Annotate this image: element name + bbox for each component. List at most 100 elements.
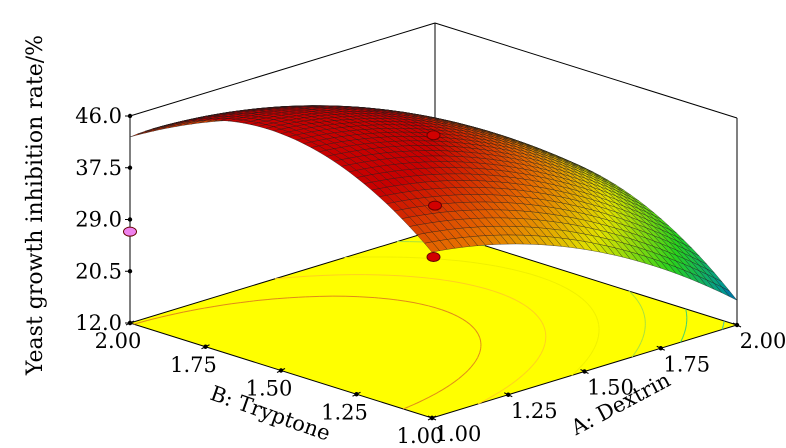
- contour-segment: [538, 317, 541, 320]
- contour-segment: [531, 363, 535, 367]
- contour-segment: [497, 292, 505, 296]
- contour-segment: [538, 276, 545, 280]
- response-surface: [129, 105, 738, 301]
- contour-segment: [632, 294, 635, 297]
- contour-segment: [587, 356, 590, 360]
- contour-segment: [461, 372, 466, 377]
- contour-segment: [435, 307, 442, 311]
- x-tick-dot: [734, 322, 740, 328]
- contour-segment: [450, 381, 455, 385]
- contour-segment: [490, 394, 495, 398]
- contour-segment: [721, 325, 724, 329]
- contour-segment: [597, 336, 599, 341]
- contour-segment: [685, 309, 687, 314]
- x-tick-label: 1.75: [663, 352, 710, 376]
- contour-segment: [277, 297, 288, 300]
- contour-segment: [458, 375, 463, 380]
- contour-segment: [468, 322, 471, 325]
- contour-segment: [514, 298, 520, 303]
- contour-segment: [592, 348, 595, 351]
- contour-segment: [640, 338, 644, 343]
- contour-segment: [587, 303, 591, 307]
- contour-segment: [472, 327, 476, 330]
- contour-segment: [405, 300, 415, 304]
- z-tick-dot: [127, 269, 133, 274]
- contour-segment: [206, 305, 215, 309]
- floor-contour-5: [721, 320, 725, 330]
- contour-segment: [533, 312, 538, 317]
- contour-segment: [635, 348, 639, 353]
- contour-segment: [231, 302, 241, 305]
- contour-segment: [544, 340, 547, 344]
- contour-segment: [438, 278, 445, 281]
- x-tick-dot: [506, 392, 511, 397]
- contour-segment: [542, 348, 544, 351]
- contour-segment: [486, 396, 492, 401]
- contour-segment: [637, 301, 641, 305]
- contour-segment: [503, 387, 507, 390]
- contour-segment: [590, 350, 594, 355]
- contour-segment: [529, 366, 532, 370]
- floor-contour-2: [344, 256, 600, 376]
- contour-segment: [474, 328, 477, 331]
- back-top-edge-left: [129, 22, 436, 117]
- contour-segment: [637, 300, 639, 303]
- contour-segment: [680, 338, 683, 343]
- contour-segment: [684, 328, 687, 333]
- contour-segment: [161, 315, 167, 318]
- contour-segment: [454, 378, 459, 383]
- contour-segment: [515, 378, 520, 382]
- contour-segment: [525, 272, 533, 275]
- contour-segment: [286, 276, 293, 279]
- y-tick-label: 1.00: [397, 424, 444, 448]
- z-tick-dot: [127, 217, 133, 222]
- z-tick-dot: [127, 165, 133, 170]
- contour-segment: [595, 340, 598, 344]
- contour-segment: [638, 345, 640, 348]
- contour-segment: [473, 361, 476, 365]
- contour-segment: [474, 360, 477, 363]
- contour-segment: [523, 303, 526, 307]
- contour-segment: [408, 403, 415, 408]
- contour-segment: [463, 283, 472, 286]
- contour-segment: [722, 321, 725, 325]
- contour-segment: [222, 303, 232, 306]
- contour-segment: [555, 282, 561, 286]
- y-tick-dot: [127, 320, 133, 326]
- contour-segment: [457, 316, 463, 320]
- contour-segment: [590, 306, 594, 311]
- y-tick-dot: [203, 344, 208, 349]
- contour-segment: [565, 287, 571, 291]
- contour-segment: [588, 353, 592, 358]
- contour-segment: [168, 313, 176, 316]
- x-tick-dot: [429, 415, 435, 421]
- contour-segment: [403, 406, 409, 410]
- contour-segment: [544, 278, 551, 282]
- contour-segment: [580, 363, 584, 367]
- contour-segment: [632, 351, 636, 356]
- contour-segment: [539, 318, 543, 323]
- surface-cell: [424, 241, 441, 253]
- contour-segment: [536, 315, 540, 319]
- z-axis-title: Yeast growth inhibition rate/%: [23, 35, 48, 376]
- contour-segment: [469, 324, 474, 328]
- contour-segment: [544, 328, 546, 332]
- contour-segment: [534, 360, 538, 364]
- z-tick-label: 29.0: [75, 208, 122, 232]
- contour-segment: [481, 399, 487, 403]
- back-top-edge-right: [434, 22, 738, 119]
- contour-segment: [682, 335, 684, 338]
- contour-segment: [479, 350, 481, 353]
- contour-segment: [538, 353, 542, 358]
- contour-segment: [140, 320, 148, 323]
- contour-segment: [452, 313, 455, 316]
- contour-segment: [429, 277, 440, 280]
- contour-segment: [634, 297, 639, 302]
- contour-segment: [423, 396, 430, 401]
- y-tick-dot: [278, 368, 284, 373]
- y-tick-label: 1.25: [321, 400, 368, 424]
- contour-segment: [530, 309, 535, 313]
- x-tick-dot: [582, 369, 587, 374]
- contour-segment: [682, 333, 685, 336]
- contour-segment: [175, 311, 184, 315]
